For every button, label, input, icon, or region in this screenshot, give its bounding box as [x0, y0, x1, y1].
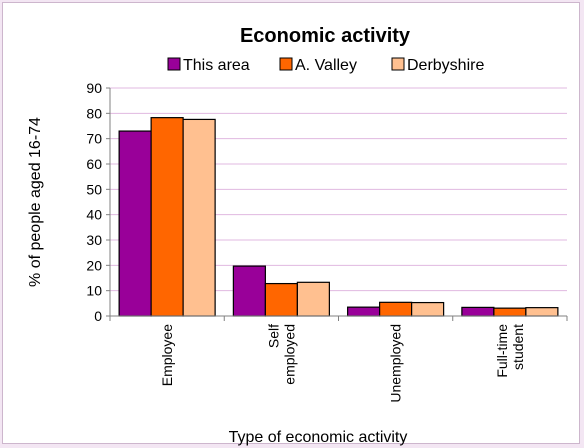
bar [151, 118, 183, 316]
x-category-label: employed [281, 324, 297, 385]
y-tick-label: 10 [86, 283, 102, 299]
legend-swatch [280, 58, 292, 70]
bar [265, 284, 297, 316]
legend-swatch [168, 58, 180, 70]
bar [119, 131, 151, 316]
x-category-label: Unemployed [388, 324, 404, 403]
bar [183, 119, 215, 316]
x-category-label: student [510, 324, 526, 370]
y-tick-label: 80 [86, 105, 102, 121]
y-tick-labels: 0 10 20 30 40 50 60 70 80 90 [86, 80, 102, 324]
legend-label: Derbyshire [407, 57, 484, 74]
legend-swatch [392, 58, 404, 70]
x-axis-title: Type of economic activity [229, 429, 408, 446]
bars [119, 118, 558, 316]
y-axis-title: % of people aged 16-74 [27, 117, 44, 287]
y-tick-label: 30 [86, 232, 102, 248]
bar [462, 307, 494, 316]
y-tick-label: 50 [86, 181, 102, 197]
bar [297, 282, 329, 316]
y-tick-label: 40 [86, 207, 102, 223]
x-category-label: Full-time [494, 324, 510, 378]
bar [494, 308, 526, 316]
bar [526, 308, 558, 316]
bar [348, 307, 380, 316]
y-tick-label: 70 [86, 131, 102, 147]
y-tick-label: 60 [86, 156, 102, 172]
y-tick-label: 20 [86, 257, 102, 273]
bar [233, 266, 265, 316]
x-category-label: Self [265, 324, 281, 348]
x-category-label: Employee [159, 324, 175, 386]
bar [412, 303, 444, 316]
y-tick-label: 0 [94, 308, 102, 324]
y-tick-label: 90 [86, 80, 102, 96]
legend-label: A. Valley [295, 57, 357, 74]
x-category-labels: Employee Self employed Unemployed Full-time s… [159, 324, 526, 403]
legend-label: This area [183, 57, 250, 74]
chart-title: Economic activity [240, 25, 411, 47]
legend: This area A. Valley Derbyshire [168, 57, 484, 74]
bar [380, 302, 412, 316]
